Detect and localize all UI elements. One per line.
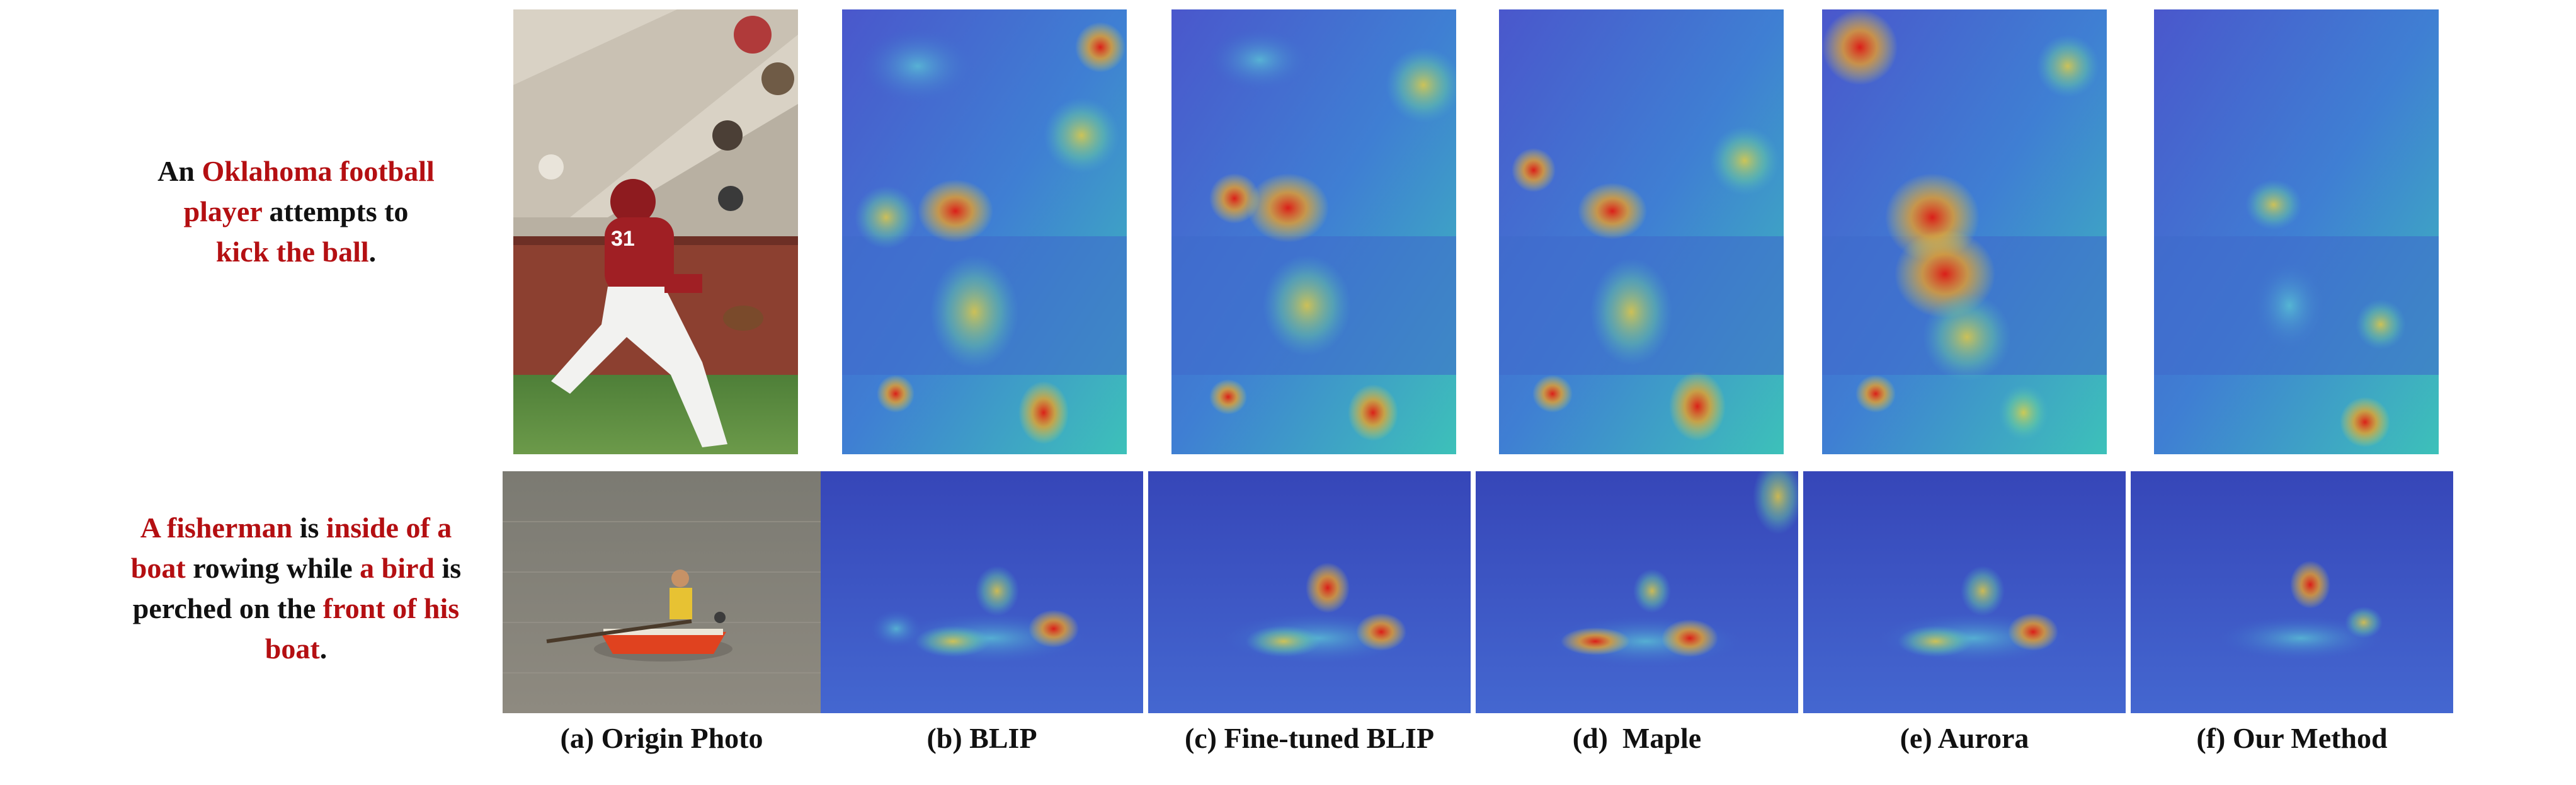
caption-text: attempts to bbox=[261, 195, 409, 227]
caption-highlight: a bird bbox=[360, 552, 435, 584]
label-aurora: (e) Aurora bbox=[1900, 722, 2029, 754]
caption-row2: A fisherman is inside of a boat rowing w… bbox=[120, 508, 472, 669]
blip-heatmap-boat bbox=[821, 471, 1143, 713]
fisherman-boat-photo bbox=[503, 471, 821, 713]
caption-row1: An Oklahoma football player attempts to … bbox=[157, 151, 435, 272]
caption-highlight: A fisherman bbox=[140, 512, 293, 544]
blip-heatmap-kicker bbox=[842, 9, 1127, 454]
aurora-heatmap-boat bbox=[1803, 471, 2126, 713]
label-blip: (b) BLIP bbox=[926, 722, 1037, 754]
caption-highlight: kick the ball bbox=[215, 236, 369, 268]
label-maple: (d) Maple bbox=[1572, 722, 1702, 754]
label-our-method: (f) Our Method bbox=[2196, 722, 2388, 754]
caption-highlight: Oklahoma football player bbox=[183, 155, 435, 227]
football-kicker-photo: 31 bbox=[513, 9, 798, 454]
our-method-heatmap-boat bbox=[2131, 471, 2453, 713]
svg-text:31: 31 bbox=[611, 227, 635, 251]
label-finetuned-blip: (c) Fine-tuned BLIP bbox=[1184, 722, 1435, 754]
caption-highlight: front of his boat bbox=[265, 592, 460, 665]
maple-heatmap-kicker bbox=[1499, 9, 1784, 454]
maple-heatmap-boat bbox=[1476, 471, 1798, 713]
caption-text: rowing while bbox=[185, 552, 360, 584]
finetuned-blip-heatmap-boat bbox=[1148, 471, 1471, 713]
aurora-heatmap-kicker bbox=[1822, 9, 2107, 454]
caption-text: is bbox=[292, 512, 326, 544]
caption-highlight: inside of a boat bbox=[130, 512, 452, 584]
label-origin-photo: (a) Origin Photo bbox=[560, 722, 763, 754]
our-method-heatmap-kicker bbox=[2154, 9, 2439, 454]
caption-text: . bbox=[319, 633, 328, 665]
caption-text: is perched on the bbox=[132, 552, 462, 624]
caption-text: An bbox=[157, 155, 202, 187]
finetuned-blip-heatmap-kicker bbox=[1171, 9, 1456, 454]
caption-text: . bbox=[368, 236, 377, 268]
